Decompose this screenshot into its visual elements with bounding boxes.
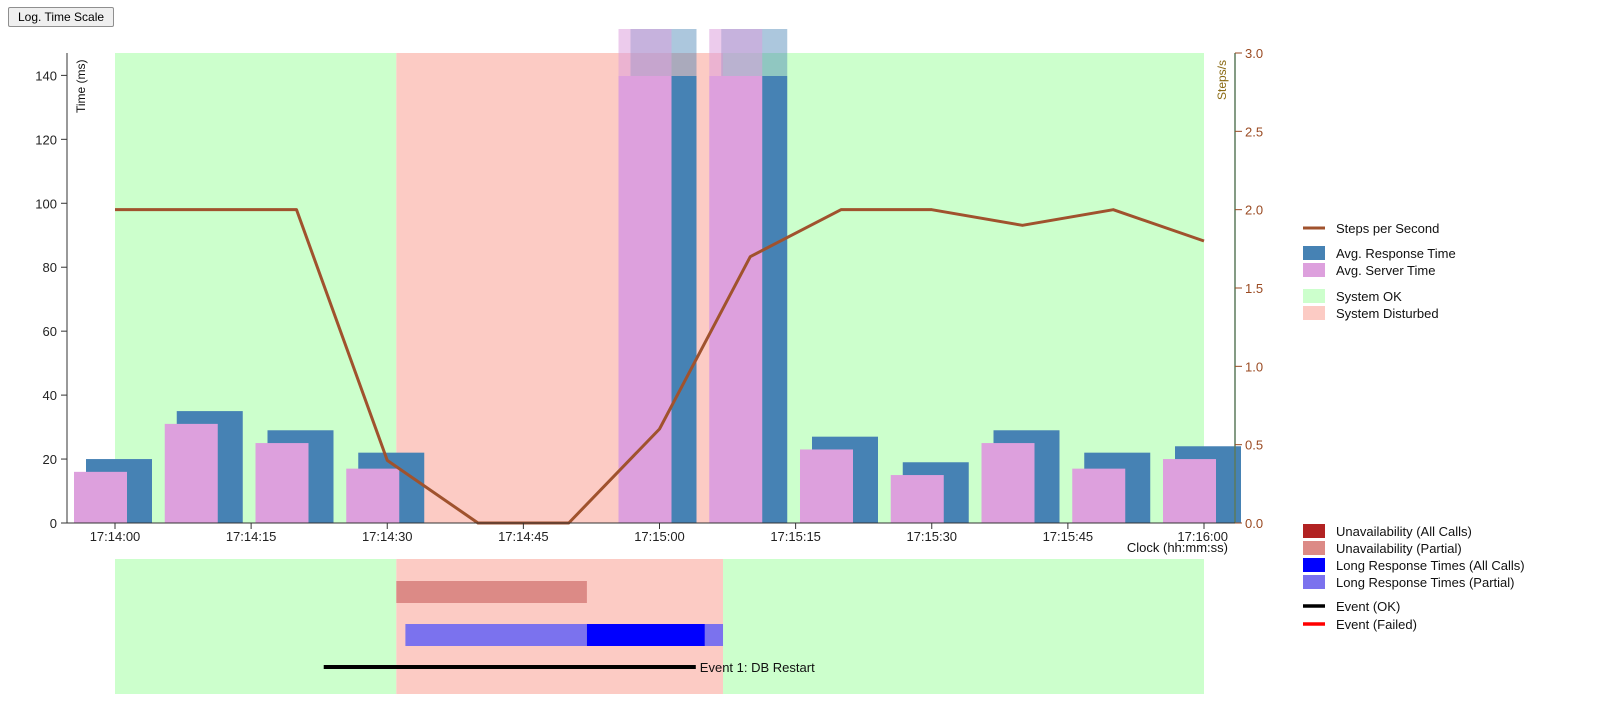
y-tick-label-4: 80 [43,260,57,275]
legend-label-2: Avg. Server Time [1336,263,1435,278]
x-tick-label-7: 17:15:45 [1043,529,1094,544]
server-bar-8 [800,449,853,523]
timeline-legend-label-1: Unavailability (Partial) [1336,541,1462,556]
axes-layer: 0 20 40 60 80 100 120 140 0.0 0.5 1.0 1.5 2.0 2.5 3.0 1… [35,46,1263,544]
x-tick-label-3: 17:14:45 [498,529,549,544]
timeline-status-band-2 [723,559,1204,694]
server-bar-3 [346,468,400,523]
y2-axis-label: Steps/s [1215,60,1229,100]
timeline-legend-label-5: Event (Failed) [1336,617,1417,632]
timeline-bar-1 [405,624,587,646]
server-bar-11 [1072,468,1126,523]
server-bar-overflow-7 [709,29,763,76]
server-bar-1 [164,423,218,523]
timeline-legend-label-2: Long Response Times (All Calls) [1336,558,1525,573]
event-label-0: Event 1: DB Restart [700,660,815,675]
y2-tick-label-5: 2.5 [1245,124,1263,139]
y-tick-label-1: 20 [43,452,57,467]
y2-tick-label-2: 1.0 [1245,359,1263,374]
legend-label-0: Steps per Second [1336,221,1439,236]
server-bar-12 [1163,459,1216,523]
x-tick-label-1: 17:14:15 [226,529,277,544]
timeline-legend-swatch-1 [1303,541,1325,555]
server-bar-10 [981,443,1035,523]
timeline-bar-0 [396,581,587,603]
y2-tick-label-0: 0.0 [1245,516,1263,531]
legend-label-4: System Disturbed [1336,306,1439,321]
events-timeline-layer: Event 1: DB Restart [115,559,1204,694]
legend-label-3: System OK [1336,289,1402,304]
timeline-bar-3 [704,624,724,646]
x-tick-label-8: 17:16:00 [1177,529,1228,544]
x-tick-label-0: 17:14:00 [90,529,141,544]
y2-tick-label-6: 3.0 [1245,46,1263,61]
legend-label-1: Avg. Response Time [1336,246,1456,261]
y-tick-label-5: 100 [35,196,57,211]
legend-swatch-1 [1303,246,1325,260]
y-tick-label-6: 120 [35,132,57,147]
y2-tick-label-1: 0.5 [1245,438,1263,453]
server-bar-2 [255,443,309,523]
timeline-legend-label-4: Event (OK) [1336,599,1400,614]
timeline-legend-label-0: Unavailability (All Calls) [1336,524,1472,539]
y-tick-label-3: 60 [43,324,57,339]
x-tick-label-2: 17:14:30 [362,529,413,544]
legend: Steps per Second Avg. Response Time Avg. S… [1303,221,1525,632]
timeline-bar-2 [586,624,705,646]
timeline-legend-swatch-3 [1303,575,1325,589]
y2-tick-label-4: 2.0 [1245,203,1263,218]
y-axis-label: Time (ms) [74,59,88,113]
legend-swatch-2 [1303,263,1325,277]
status-band-2 [723,53,1204,523]
legend-swatch-4 [1303,306,1325,320]
server-bar-9 [890,475,944,523]
timeline-status-band-0 [115,559,397,694]
y-tick-label-0: 0 [50,516,57,531]
y-tick-label-7: 140 [35,68,57,83]
steps-line-layer [115,208,1205,525]
y2-tick-label-3: 1.5 [1245,281,1263,296]
x-axis-label: Clock (hh:mm:ss) [1127,540,1228,555]
x-tick-label-4: 17:15:00 [634,529,685,544]
timeline-legend-swatch-0 [1303,524,1325,538]
server-bar-6 [618,76,672,523]
steps-per-second-line [115,208,1205,525]
log-time-scale-button[interactable]: Log. Time Scale [8,7,115,27]
legend-swatch-3 [1303,289,1325,303]
server-bar-overflow-6 [618,29,672,76]
y-tick-label-2: 40 [43,388,57,403]
server-bar-0 [74,471,127,523]
timeline-legend-swatch-2 [1303,558,1325,572]
server-bar-7 [709,76,763,523]
timeline-legend-label-3: Long Response Times (Partial) [1336,575,1514,590]
bars-layer [74,29,1241,523]
x-tick-label-5: 17:15:15 [770,529,821,544]
x-tick-label-6: 17:15:30 [906,529,957,544]
